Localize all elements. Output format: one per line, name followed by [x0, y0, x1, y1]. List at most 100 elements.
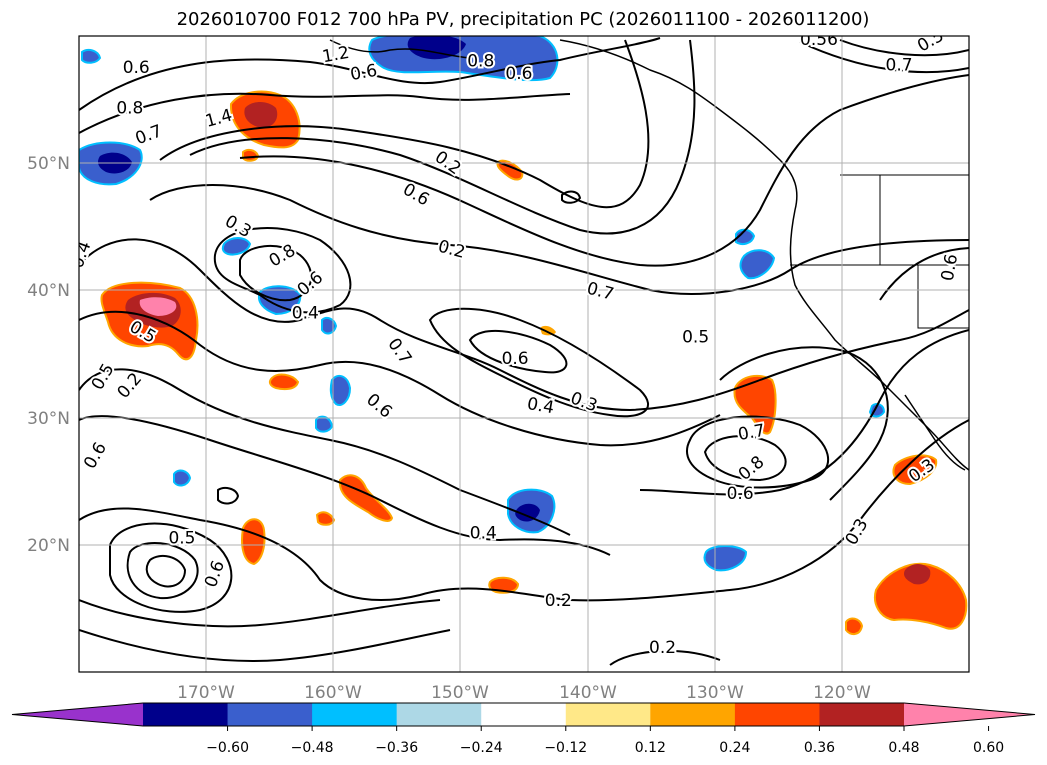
- precip-blob-positive: [845, 617, 864, 636]
- precip-blob-positive: [241, 518, 266, 566]
- precip-blob-positive: [874, 562, 968, 630]
- plot-area: 0.60.80.71.41.20.6 0.80.60.560.70.50.20.6…: [79, 36, 969, 672]
- colorbar-swatch: [734, 703, 820, 726]
- y-tick-label: 30°N: [27, 409, 70, 429]
- pv-contour-line: [159, 39, 650, 209]
- coastlines: [329, 39, 969, 471]
- pv-contour-line: [686, 415, 830, 489]
- colorbar-swatch: [396, 703, 482, 726]
- colorbar-tick-label: −0.24: [460, 740, 503, 756]
- pv-contour-line: [468, 329, 568, 374]
- contour-label: 0.8: [467, 51, 494, 71]
- pv-contour-line: [839, 39, 969, 57]
- x-tick-label: 160°W: [304, 683, 362, 703]
- precip-blob-positive: [244, 102, 278, 128]
- precip-blob-positive: [733, 374, 777, 435]
- baja-california-coast: [904, 394, 966, 471]
- pv-contour-line: [213, 227, 352, 314]
- pv-contour-line: [428, 307, 650, 418]
- pv-contour-line: [79, 415, 611, 556]
- precip-positive-shading: [100, 90, 968, 636]
- pv-contour-line: [609, 650, 721, 666]
- pv-contour-line: [79, 238, 969, 412]
- contour-label: 0.6: [502, 349, 529, 369]
- colorbar-swatch: [650, 703, 736, 726]
- pv-contour-line: [79, 629, 451, 662]
- colorbar-tick-label: 0.24: [719, 740, 750, 756]
- y-axis: 50°N 40°N 30°N 20°N: [27, 154, 70, 556]
- pv-contour-line: [79, 92, 571, 134]
- colorbar-swatch: [143, 703, 229, 726]
- precip-blob-negative: [407, 36, 466, 60]
- north-america-coast: [559, 39, 969, 471]
- contour-label: 0.2: [649, 638, 676, 658]
- precip-blob-negative: [81, 49, 102, 64]
- pv-contours: [79, 37, 969, 666]
- pv-contour-line: [879, 247, 969, 301]
- colorbar-tick-label: −0.12: [544, 740, 587, 756]
- pv-contour-line: [639, 329, 969, 496]
- pv-contour-line: [149, 184, 969, 295]
- colorbar-extend-low: [12, 703, 143, 726]
- contour-label: 0.6: [123, 58, 150, 78]
- precip-blob-negative: [173, 469, 192, 487]
- y-tick-label: 40°N: [27, 281, 70, 301]
- pv-contour-line: [79, 368, 571, 536]
- state-borders: [790, 174, 969, 329]
- pv-contour-line: [719, 346, 889, 501]
- chart-title: 2026010700 F012 700 hPa PV, precipitatio…: [177, 9, 870, 30]
- colorbar-outline: [11, 702, 1036, 727]
- precip-blob-positive: [139, 297, 177, 316]
- contour-label: 0.4: [292, 303, 319, 323]
- x-tick-label: 170°W: [177, 683, 235, 703]
- pv-contour-line: [217, 487, 240, 505]
- pv-contour-line: [126, 542, 199, 600]
- colorbar-swatch: [481, 703, 567, 726]
- plot-frame: [78, 35, 970, 673]
- precip-blob-positive: [904, 564, 931, 585]
- precip-blob-negative: [329, 374, 352, 406]
- pv-contour-line: [799, 41, 969, 74]
- pv-contour-line: [79, 37, 661, 111]
- colorbar-tick-label: 0.12: [635, 740, 666, 756]
- precip-blob-positive: [315, 511, 336, 526]
- gridlines: [79, 36, 969, 672]
- contour-label: 0.2: [545, 591, 572, 611]
- colorbar-swatch: [819, 703, 905, 726]
- colorbar-tick-label: 0.36: [804, 740, 835, 756]
- colorbar-tick-label: −0.60: [206, 740, 249, 756]
- x-tick-label: 150°W: [431, 683, 489, 703]
- x-tick-label: 140°W: [559, 683, 617, 703]
- x-tick-label: 130°W: [686, 683, 744, 703]
- x-axis: 170°W 160°W 150°W 140°W 130°W 120°W: [177, 683, 871, 703]
- precip-blob-negative: [739, 249, 776, 280]
- pv-contour-line: [561, 190, 582, 204]
- contour-label: 0.6: [505, 64, 532, 84]
- pv-contour-line: [703, 435, 787, 482]
- colorbar-swatch: [565, 703, 651, 726]
- pv-contour-line: [79, 310, 721, 447]
- precip-blob-positive: [242, 148, 260, 162]
- colorbar-tick-label: 0.48: [888, 740, 919, 756]
- precip-blob-positive: [540, 325, 556, 336]
- contour-label: 0.5: [168, 528, 195, 548]
- pv-contour-line: [145, 554, 187, 588]
- alaska-coast: [329, 39, 471, 59]
- colorbar-tick-label: −0.48: [291, 740, 334, 756]
- contour-labels: 0.60.80.71.41.20.6 0.80.60.560.70.50.20.6…: [79, 36, 964, 660]
- pv-contour-line: [79, 419, 969, 602]
- y-tick-label: 50°N: [27, 154, 70, 174]
- colorbar: −0.60 −0.48 −0.36 −0.24 −0.12 0.12 0.24 0.36 0.4…: [11, 702, 1036, 756]
- pv-contour-line: [109, 522, 233, 613]
- pv-contour-line: [239, 244, 313, 302]
- contour-label: 0.7: [886, 55, 913, 75]
- colorbar-swatch: [312, 703, 398, 726]
- precip-blob-positive: [268, 373, 300, 391]
- precip-blob-negative: [221, 237, 252, 256]
- precip-blob-negative: [515, 503, 540, 522]
- colorbar-extend-high: [904, 703, 1035, 726]
- x-tick-label: 120°W: [813, 683, 871, 703]
- contour-label: 0.4: [470, 523, 497, 543]
- colorbar-tick-label: 0.60: [973, 740, 1004, 756]
